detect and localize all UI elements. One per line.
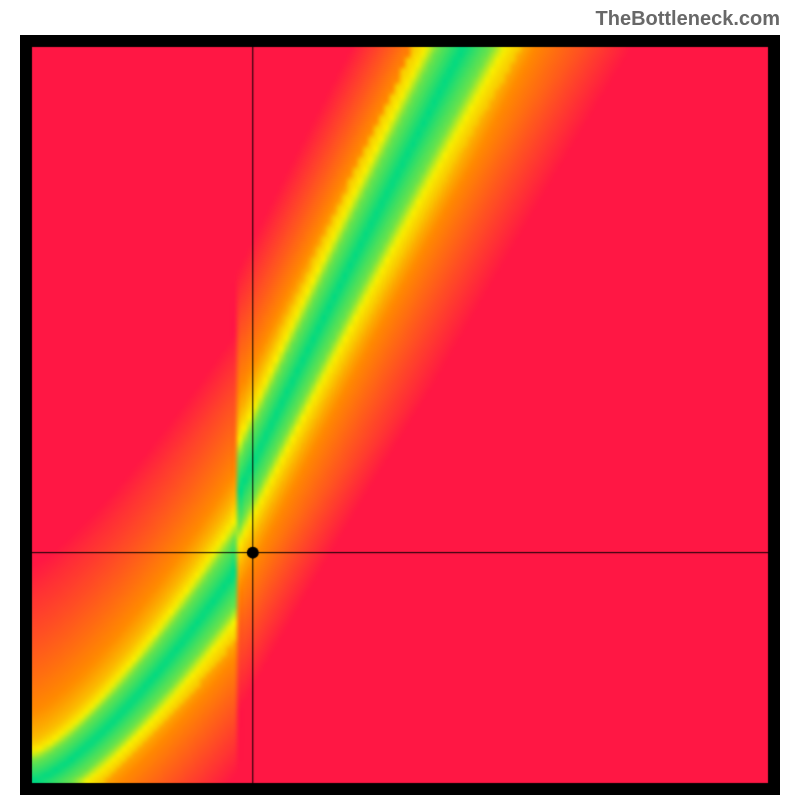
plot-area [20,35,780,795]
watermark-text: TheBottleneck.com [596,8,780,31]
heatmap-canvas [20,35,780,795]
chart-container: TheBottleneck.com [0,0,800,800]
